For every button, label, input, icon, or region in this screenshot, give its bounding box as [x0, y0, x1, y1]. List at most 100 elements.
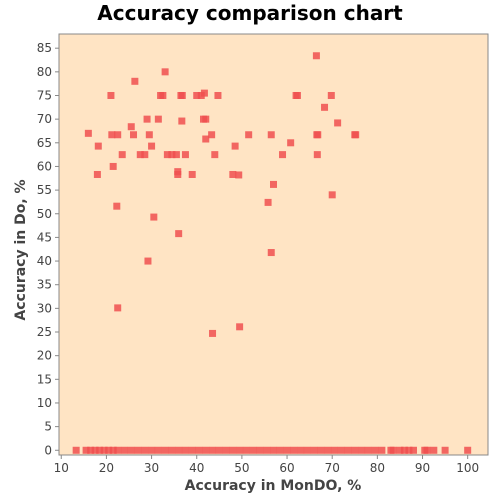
data-point	[229, 170, 237, 178]
data-point	[163, 151, 171, 159]
y-tick-label: 55	[37, 183, 52, 197]
data-point	[108, 131, 116, 139]
y-tick-label: 70	[37, 112, 52, 126]
data-point	[209, 329, 217, 337]
data-point	[321, 103, 329, 111]
data-point	[293, 91, 301, 99]
data-point	[297, 446, 305, 454]
data-point	[93, 170, 101, 178]
data-point	[256, 446, 264, 454]
data-point	[235, 171, 243, 179]
data-point	[195, 446, 203, 454]
data-point	[202, 446, 210, 454]
data-points	[72, 52, 472, 454]
data-point	[105, 446, 113, 454]
y-tick-label: 5	[44, 420, 52, 434]
data-point	[389, 446, 397, 454]
y-axis-label: Accuracy in Do, %	[13, 179, 29, 320]
x-tick-label: 40	[189, 461, 204, 475]
data-point	[358, 446, 366, 454]
data-point	[174, 168, 182, 176]
data-point	[409, 446, 417, 454]
x-tick-label: 70	[325, 461, 340, 475]
data-point	[208, 131, 216, 139]
data-point	[131, 77, 139, 85]
y-tick-label: 0	[44, 443, 52, 457]
data-point	[94, 142, 102, 150]
data-point	[136, 151, 144, 159]
data-point	[290, 446, 298, 454]
y-tick-label: 50	[37, 207, 52, 221]
y-tick-label: 85	[37, 41, 52, 55]
data-point	[202, 135, 210, 143]
data-point	[181, 151, 189, 159]
y-tick-label: 10	[37, 396, 52, 410]
data-point	[87, 446, 95, 454]
data-point	[175, 446, 183, 454]
data-point	[209, 446, 217, 454]
y-tick-label: 15	[37, 372, 52, 386]
data-point	[91, 446, 99, 454]
data-point	[270, 446, 277, 454]
data-point	[144, 257, 152, 265]
data-point	[364, 446, 372, 454]
data-point	[168, 446, 176, 454]
plot-area	[58, 33, 489, 456]
data-point	[130, 131, 138, 139]
x-tick-label: 80	[370, 461, 385, 475]
data-point	[337, 446, 345, 454]
data-point	[287, 139, 295, 147]
data-point	[264, 198, 272, 206]
data-point	[334, 119, 342, 127]
data-point	[396, 446, 404, 454]
y-tick-label: 60	[37, 159, 52, 173]
data-point	[400, 446, 408, 454]
y-tick-label: 20	[37, 349, 52, 363]
data-point	[168, 151, 176, 159]
data-point	[114, 446, 122, 454]
data-point	[222, 446, 230, 454]
data-point	[324, 446, 332, 454]
data-point	[267, 131, 275, 139]
data-point	[150, 213, 158, 221]
x-axis: 10 20 30 40 50 60 70 80 90 100	[54, 455, 479, 475]
data-point	[188, 170, 196, 178]
x-tick-label: 50	[234, 461, 249, 475]
data-point	[242, 446, 250, 454]
data-point	[270, 180, 277, 188]
data-point	[148, 446, 156, 454]
data-point	[118, 151, 126, 159]
data-point	[141, 446, 149, 454]
data-point	[314, 131, 322, 139]
data-point	[283, 446, 291, 454]
x-tick-label: 100	[456, 461, 479, 475]
x-axis-label: Accuracy in MonDO, %	[185, 478, 362, 494]
y-tick-label: 45	[37, 230, 52, 244]
data-point	[236, 446, 244, 454]
data-point	[263, 446, 271, 454]
data-point	[114, 304, 122, 312]
data-point	[327, 91, 335, 99]
data-point	[211, 151, 219, 159]
data-point	[188, 446, 196, 454]
data-point	[154, 115, 162, 123]
data-point	[154, 446, 162, 454]
data-point	[202, 115, 210, 123]
data-point	[141, 151, 149, 159]
data-point	[178, 117, 186, 125]
data-point	[159, 91, 167, 99]
data-point	[214, 91, 222, 99]
data-point	[114, 131, 122, 139]
data-point	[145, 131, 153, 139]
x-tick-label: 30	[144, 461, 159, 475]
y-tick-label: 30	[37, 301, 52, 315]
data-point	[161, 68, 169, 76]
y-tick-label: 80	[37, 65, 52, 79]
data-point	[279, 151, 287, 159]
data-point	[330, 446, 338, 454]
data-point	[72, 446, 80, 454]
data-point	[113, 202, 121, 210]
data-point	[181, 446, 189, 454]
data-point	[215, 446, 223, 454]
